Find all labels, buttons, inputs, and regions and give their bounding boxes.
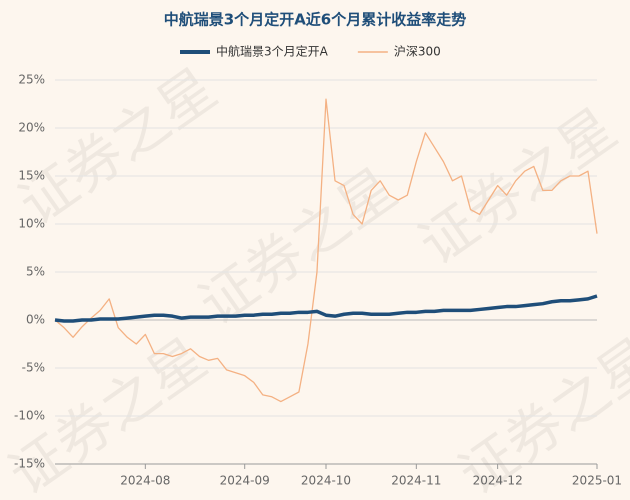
x-tick-label: 2024-08 (120, 474, 170, 488)
legend-label: 沪深300 (394, 45, 441, 59)
x-tick-label: 2024-11 (391, 474, 441, 488)
y-tick-label: 15% (18, 169, 45, 183)
y-tick-label: -15% (14, 457, 45, 471)
y-tick-label: 20% (18, 121, 45, 135)
y-tick-label: 5% (26, 265, 45, 279)
x-tick-label: 2025-01 (572, 474, 622, 488)
y-tick-label: 10% (18, 217, 45, 231)
y-tick-label: 0% (26, 313, 45, 327)
series-line (54, 98, 598, 403)
legend-label: 中航瑞景3个月定开A (216, 44, 329, 59)
y-tick-label: 25% (18, 73, 45, 87)
x-tick-label: 2024-10 (301, 474, 351, 488)
chart-title: 中航瑞景3个月定开A近6个月累计收益率走势 (164, 11, 467, 29)
series-line (54, 294, 598, 323)
y-tick-label: -5% (22, 361, 45, 375)
y-tick-label: -10% (14, 409, 45, 423)
x-tick-label: 2024-12 (473, 474, 523, 488)
watermark: 证券之星 (408, 96, 629, 278)
x-tick-label: 2024-09 (220, 474, 270, 488)
